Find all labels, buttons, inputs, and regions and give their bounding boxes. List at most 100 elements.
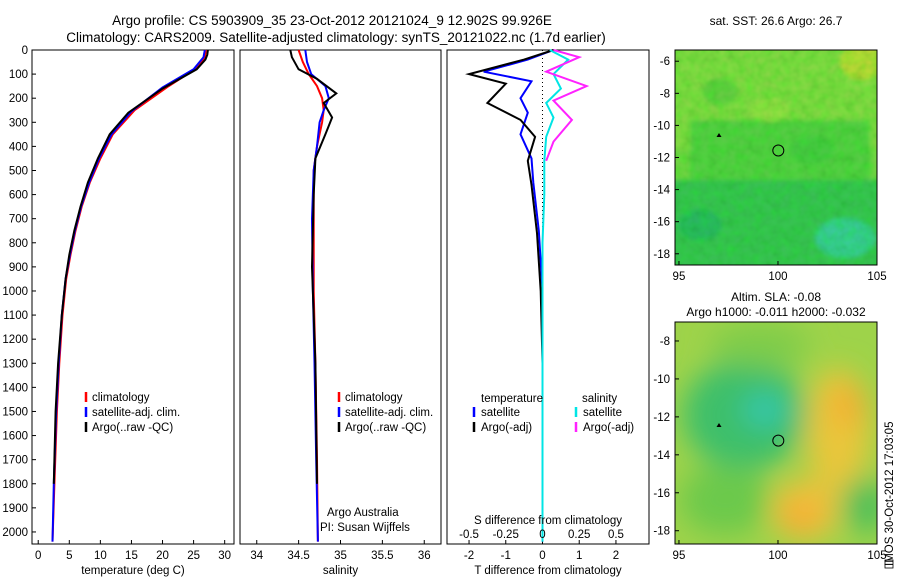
argo-australia-label: Argo Australia: [327, 507, 399, 519]
temperature-series-argo: [52, 49, 209, 484]
difference-xtick-label: 0: [539, 550, 545, 562]
temperature-xtick-label: 25: [187, 550, 200, 562]
sla-map-subtitle: Argo h1000: -0.011 h2000: -0.032: [686, 305, 866, 319]
title-line-2: Climatology: CARS2009. Satellite-adjuste…: [66, 30, 606, 45]
diff-legend-header-salinity: salinity: [582, 393, 617, 405]
depth-ytick-label: 1100: [3, 310, 28, 322]
sal-legend-label: Argo(..raw -QC): [345, 422, 426, 434]
sst-argo-position-marker: [716, 133, 722, 137]
depth-ytick-label: 1500: [2, 406, 28, 418]
temperature-xtick-label: 10: [94, 550, 107, 562]
depth-ytick-label: 1600: [2, 431, 28, 443]
sst-heatmap: [675, 50, 877, 265]
temperature-xtick-label: 0: [35, 550, 41, 562]
altim-sla-ytick-label: -12: [653, 412, 670, 424]
diff-sal-tick-label: 0.5: [608, 529, 624, 541]
altim-sla-ytick-label: -8: [660, 336, 670, 348]
salinity-series-argo: [289, 49, 338, 484]
difference-series-s-argo: [543, 49, 590, 162]
diff-legend-label: Argo(-adj): [583, 422, 634, 434]
salinity-xlabel: salinity: [323, 565, 358, 577]
sat-sst-ytick-label: -10: [653, 120, 670, 132]
diff-sal-xlabel: S difference from climatology: [474, 515, 622, 527]
difference-xtick-label: -2: [464, 550, 474, 562]
diff-sal-tick-label: -0.25: [493, 529, 519, 541]
depth-ytick-label: 200: [9, 93, 28, 105]
depth-ytick-label: 300: [9, 117, 28, 129]
diff-sal-tick-label: 0: [539, 529, 545, 541]
diff-legend-label: satellite: [583, 407, 622, 419]
sat-sst-ytick-label: -18: [653, 249, 670, 261]
diff-legend-label: satellite: [481, 407, 520, 419]
sla-argo-position-marker: [716, 423, 722, 427]
salinity-xtick-label: 34: [250, 550, 263, 562]
salinity-plot-frame: [239, 49, 442, 545]
depth-ytick-label: 900: [9, 262, 28, 274]
difference-plot-frame: [446, 49, 650, 545]
depth-ytick-label: 400: [9, 141, 28, 153]
difference-panel: -2 -1 0 1 2 T difference from climatology -0.5…: [446, 49, 650, 577]
salinity-xtick-label: 35.5: [371, 550, 393, 562]
sst-profile-marker: [772, 144, 785, 157]
sla-heatmap: [675, 322, 877, 544]
imos-logo: [884, 559, 894, 569]
sla-map-axes: 95 100 105 -8 -10 -12 -14 -16 -18: [653, 336, 886, 562]
sst-map-panel: sat. SST: 26.6 Argo: 26.7 95 100 105 -6 -8 -1…: [653, 14, 886, 283]
diff-legend-label: Argo(-adj): [481, 422, 532, 434]
temperature-plot-frame: [31, 49, 235, 545]
altim-sla-ytick-label: -18: [653, 526, 670, 538]
depth-ytick-label: 1900: [2, 503, 28, 515]
sat-sst-xtick-label: 105: [867, 271, 886, 283]
depth-ytick-label: 800: [9, 238, 28, 250]
sla-map-frame: [674, 321, 878, 545]
depth-ytick-label: 1800: [2, 479, 28, 491]
sal-legend-label: satellite-adj. clim.: [345, 407, 433, 419]
sst-map-axes: 95 100 105 -6 -8 -10 -12 -14 -16 -18: [653, 56, 886, 283]
difference-xlabel: T difference from climatology: [474, 565, 621, 577]
sla-map-title: Altim. SLA: -0.08: [731, 290, 821, 304]
temperature-xtick-label: 30: [218, 550, 231, 562]
depth-ytick-label: 100: [9, 69, 28, 81]
depth-ytick-label: 1000: [2, 286, 28, 298]
sla-map-panel: Altim. SLA: -0.08 Argo h1000: -0.011 h20…: [653, 290, 886, 562]
salinity-xtick-label: 34.5: [287, 550, 309, 562]
temp-legend-label: satellite-adj. clim.: [92, 407, 180, 419]
difference-xtick-label: 2: [613, 550, 619, 562]
temperature-xtick-label: 5: [66, 550, 72, 562]
altim-sla-ytick-label: -14: [653, 450, 670, 462]
sat-sst-ytick-label: -12: [653, 153, 670, 165]
depth-ytick-label: 600: [9, 190, 28, 202]
salinity-xtick-label: 36: [418, 550, 431, 562]
diff-sal-tick-label: 0.25: [568, 529, 590, 541]
depth-ytick-label: 1400: [2, 382, 28, 394]
diff-sal-tick-label: -0.5: [459, 529, 479, 541]
temp-legend-label: climatology: [92, 392, 150, 404]
difference-xtick-label: -1: [501, 550, 511, 562]
sat-sst-ytick-label: -6: [660, 56, 670, 68]
depth-ytick-label: 500: [9, 165, 28, 177]
sat-sst-xtick-label: 95: [673, 271, 686, 283]
imos-credit: IMOS 30-Oct-2012 17:03:05: [884, 422, 896, 566]
salinity-xtick-label: 35: [334, 550, 347, 562]
sat-sst-xtick-label: 100: [768, 271, 787, 283]
temperature-xlabel: temperature (deg C): [81, 565, 185, 577]
sat-sst-ytick-label: -8: [660, 88, 670, 100]
salinity-panel: 34 34.5 35 35.5 36 salinity climatology satelli…: [239, 49, 442, 577]
altim-sla-ytick-label: -10: [653, 374, 670, 386]
temperature-xtick-label: 20: [156, 550, 169, 562]
sla-profile-marker: [772, 434, 785, 447]
depth-ytick-label: 2000: [2, 527, 28, 539]
sst-map-title: sat. SST: 26.6 Argo: 26.7: [710, 14, 843, 28]
altim-sla-xtick-label: 105: [867, 550, 886, 562]
sat-sst-ytick-label: -14: [653, 185, 670, 197]
depth-ytick-label: 1300: [2, 358, 28, 370]
altim-sla-xtick-label: 100: [768, 550, 787, 562]
difference-xtick-label: 1: [576, 550, 582, 562]
diff-legend-header-temperature: temperature: [481, 393, 543, 405]
depth-ytick-label: 1200: [2, 334, 28, 346]
depth-ytick-label: 1700: [2, 455, 28, 467]
altim-sla-ytick-label: -16: [653, 488, 670, 500]
depth-ytick-label: 0: [22, 45, 28, 57]
temp-legend-label: Argo(..raw -QC): [92, 422, 173, 434]
